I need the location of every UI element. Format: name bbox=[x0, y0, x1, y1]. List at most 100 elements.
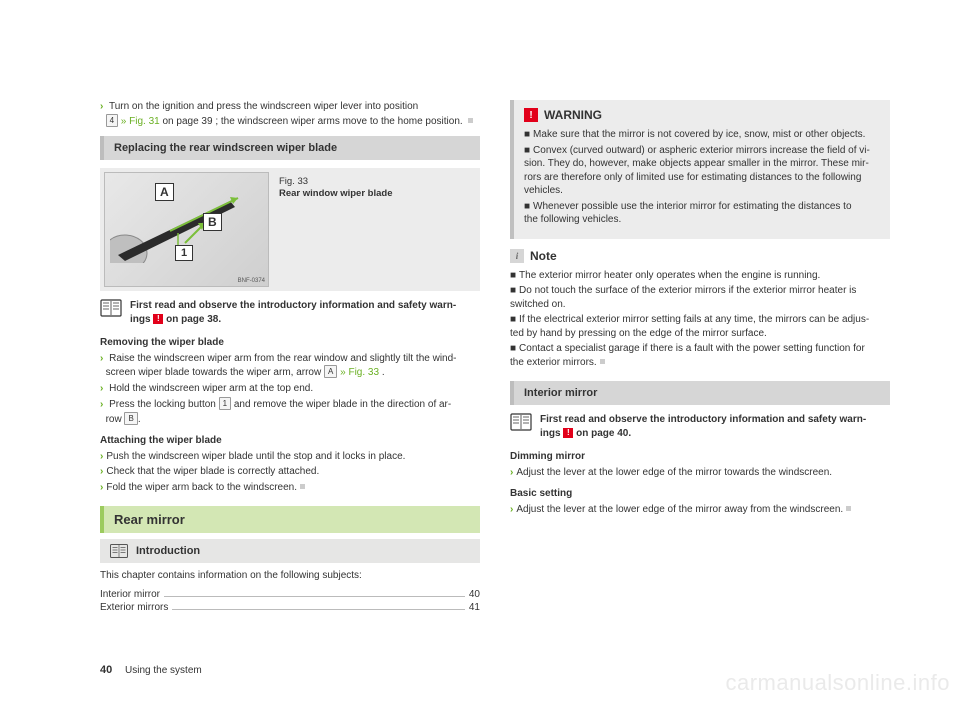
bullet-icon: › bbox=[100, 383, 103, 394]
figure-label-1: 1 bbox=[175, 245, 193, 261]
basic-heading: Basic setting bbox=[510, 487, 890, 501]
bullet-icon: › bbox=[510, 467, 513, 478]
info-icon: i bbox=[510, 249, 524, 263]
text: ings bbox=[130, 314, 153, 325]
bullet-icon: › bbox=[100, 353, 103, 364]
key-4: 4 bbox=[106, 114, 118, 127]
bullet-icon: › bbox=[100, 466, 103, 477]
page-number: 40 bbox=[100, 664, 112, 676]
bullet-icon: ■ bbox=[510, 343, 516, 354]
text: Do not touch the surface of the exterior… bbox=[519, 285, 856, 296]
bullet-icon: › bbox=[100, 101, 103, 112]
text: Check that the wiper blade is correctly … bbox=[106, 466, 319, 477]
toc-page: 41 bbox=[469, 602, 480, 613]
book-icon bbox=[510, 413, 532, 431]
figure-image: A B 1 BNF-0374 bbox=[104, 172, 269, 287]
text: . bbox=[382, 367, 385, 378]
toc-row-interior: Interior mirror 40 bbox=[100, 589, 480, 600]
text: Raise the windscreen wiper arm from the … bbox=[109, 353, 456, 364]
toc-leader bbox=[164, 596, 465, 597]
end-mark-icon bbox=[846, 506, 851, 511]
end-mark-icon bbox=[600, 359, 605, 364]
note-title: i Note bbox=[510, 249, 890, 263]
bullet-icon: ■ bbox=[524, 129, 530, 140]
text: rors are therefore only of limited use f… bbox=[524, 172, 861, 183]
text: Note bbox=[530, 249, 557, 263]
dimming-heading: Dimming mirror bbox=[510, 450, 890, 464]
note-item-1: ■The exterior mirror heater only operate… bbox=[510, 269, 890, 283]
remove-step-3: › Press the locking button 1 and remove … bbox=[100, 397, 480, 426]
text: Push the windscreen wiper blade until th… bbox=[106, 451, 405, 462]
toc-label: Interior mirror bbox=[100, 589, 160, 600]
read-first-notice: First read and observe the introductory … bbox=[100, 299, 480, 328]
text: on page 39 ; the windscreen wiper arms m… bbox=[163, 116, 463, 127]
text: screen wiper blade towards the wiper arm… bbox=[106, 367, 324, 378]
basic-step: ›Adjust the lever at the lower edge of t… bbox=[510, 503, 890, 517]
text: row bbox=[106, 414, 125, 425]
text: First read and observe the introductory … bbox=[540, 414, 866, 425]
fig-ref: » Fig. 33 bbox=[337, 367, 381, 378]
text: WARNING bbox=[544, 108, 602, 122]
warning-badge-icon: ! bbox=[563, 428, 573, 438]
warn-item-2: ■Convex (curved outward) or aspheric ext… bbox=[524, 144, 880, 198]
text: switched on. bbox=[510, 299, 566, 310]
watermark: carmanualsonline.info bbox=[725, 670, 950, 696]
read-first-notice-2: First read and observe the introductory … bbox=[510, 413, 890, 442]
chapter-intro-text: This chapter contains information on the… bbox=[100, 569, 480, 583]
step-ignition: › Turn on the ignition and press the win… bbox=[100, 100, 480, 128]
text: on page 40. bbox=[573, 428, 631, 439]
end-mark-icon bbox=[468, 118, 473, 123]
fig-ref: » Fig. 31 bbox=[121, 116, 160, 127]
end-mark-icon bbox=[300, 484, 305, 489]
text: Convex (curved outward) or aspheric exte… bbox=[533, 145, 870, 156]
bullet-icon: › bbox=[100, 399, 103, 410]
left-column: › Turn on the ignition and press the win… bbox=[100, 100, 480, 615]
text: the exterior mirrors. bbox=[510, 357, 597, 368]
text: The exterior mirror heater only operates… bbox=[519, 270, 820, 281]
toc-page: 40 bbox=[469, 589, 480, 600]
fig-num: Fig. 33 bbox=[279, 176, 308, 187]
bullet-icon: ■ bbox=[524, 201, 530, 212]
key-b: B bbox=[124, 412, 137, 425]
text: Introduction bbox=[136, 545, 200, 557]
right-column: ! WARNING ■Make sure that the mirror is … bbox=[510, 100, 890, 615]
figure-33: A B 1 BNF-0374 Fig. 33 Rear window wiper… bbox=[100, 168, 480, 291]
text: Whenever possible use the interior mirro… bbox=[533, 201, 851, 212]
text: Adjust the lever at the lower edge of th… bbox=[516, 504, 843, 515]
attaching-heading: Attaching the wiper blade bbox=[100, 434, 480, 448]
attach-step-2: ›Check that the wiper blade is correctly… bbox=[100, 465, 480, 479]
figure-code: BNF-0374 bbox=[238, 278, 265, 284]
attach-step-1: ›Push the windscreen wiper blade until t… bbox=[100, 450, 480, 464]
bullet-icon: › bbox=[100, 451, 103, 462]
bullet-icon: › bbox=[510, 504, 513, 515]
heading-replace-wiper: Replacing the rear windscreen wiper blad… bbox=[100, 136, 480, 160]
text: sion. They do, however, make objects app… bbox=[524, 158, 869, 169]
bullet-icon: ■ bbox=[524, 145, 530, 156]
bullet-icon: › bbox=[100, 482, 103, 493]
heading-interior-mirror: Interior mirror bbox=[510, 381, 890, 405]
fig-title: Rear window wiper blade bbox=[279, 188, 393, 199]
text: vehicles. bbox=[524, 185, 563, 196]
text: Contact a specialist garage if there is … bbox=[519, 343, 865, 354]
warning-icon: ! bbox=[524, 108, 538, 122]
note-item-2: ■Do not touch the surface of the exterio… bbox=[510, 284, 890, 311]
book-icon bbox=[100, 299, 122, 317]
note-item-4: ■Contact a specialist garage if there is… bbox=[510, 342, 890, 369]
note-item-3: ■If the electrical exterior mirror setti… bbox=[510, 313, 890, 340]
attach-step-3: ›Fold the wiper arm back to the windscre… bbox=[100, 481, 480, 495]
bullet-icon: ■ bbox=[510, 285, 516, 296]
toc-row-exterior: Exterior mirrors 41 bbox=[100, 602, 480, 613]
text: Fold the wiper arm back to the windscree… bbox=[106, 482, 297, 493]
key-a: A bbox=[324, 365, 337, 378]
removing-heading: Removing the wiper blade bbox=[100, 336, 480, 350]
text: ted by hand by pressing on the edge of t… bbox=[510, 328, 767, 339]
section-name: Using the system bbox=[125, 665, 202, 676]
text: Press the locking button bbox=[109, 399, 219, 410]
book-icon bbox=[110, 544, 128, 558]
text: First read and observe the introductory … bbox=[130, 300, 456, 311]
bullet-icon: ■ bbox=[510, 314, 516, 325]
warn-item-3: ■Whenever possible use the interior mirr… bbox=[524, 200, 880, 227]
figure-label-a: A bbox=[155, 183, 174, 201]
text: on page 38. bbox=[163, 314, 221, 325]
remove-step-2: › Hold the windscreen wiper arm at the t… bbox=[100, 382, 480, 396]
